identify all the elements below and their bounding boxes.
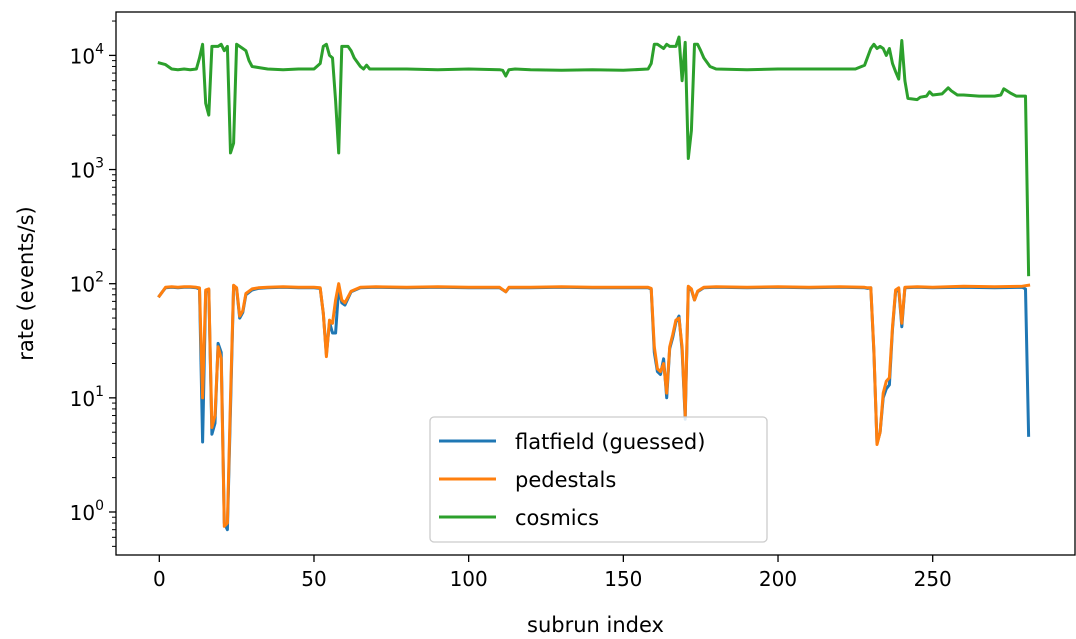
x-axis: 0 50 100 150 200 250 xyxy=(153,555,952,591)
y-tick-label: 103 xyxy=(70,156,104,183)
legend: flatfield (guessed) pedestals cosmics xyxy=(429,416,768,543)
y-tick-label: 101 xyxy=(70,384,104,411)
x-tick-label: 150 xyxy=(604,567,642,591)
legend-label-1: pedestals xyxy=(515,468,616,492)
plot-area xyxy=(157,35,1031,532)
y-tick-label: 104 xyxy=(70,41,104,68)
legend-label-0: flatfield (guessed) xyxy=(515,430,705,454)
x-tick-label: 50 xyxy=(301,567,326,591)
x-tick-label: 0 xyxy=(153,567,166,591)
y-tick-label: 100 xyxy=(70,498,104,525)
x-axis-label: subrun index xyxy=(527,613,664,637)
legend-label-2: cosmics xyxy=(515,506,599,530)
y-axis: 100 101 102 103 104 xyxy=(70,20,116,547)
series-line-2 xyxy=(157,35,1031,277)
x-tick-label: 100 xyxy=(450,567,488,591)
x-tick-label: 200 xyxy=(759,567,797,591)
x-tick-label: 250 xyxy=(914,567,952,591)
series-line-1 xyxy=(157,282,1031,528)
y-tick-label: 102 xyxy=(70,270,104,297)
legend-box xyxy=(429,416,768,543)
y-axis-label: rate (events/s) xyxy=(14,206,38,361)
